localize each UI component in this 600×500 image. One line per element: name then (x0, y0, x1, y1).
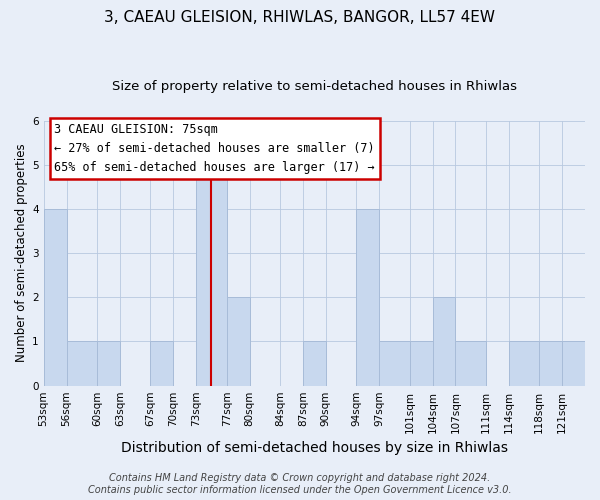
Bar (379, 342, 410, 386)
Bar (227, 298, 250, 386)
Text: 3, CAEAU GLEISION, RHIWLAS, BANGOR, LL57 4EW: 3, CAEAU GLEISION, RHIWLAS, BANGOR, LL57… (104, 10, 496, 25)
Y-axis label: Number of semi-detached properties: Number of semi-detached properties (15, 144, 28, 362)
Bar (455, 342, 486, 386)
Bar (67, 342, 97, 386)
Bar (509, 342, 539, 386)
Bar (539, 342, 562, 386)
X-axis label: Distribution of semi-detached houses by size in Rhiwlas: Distribution of semi-detached houses by … (121, 441, 508, 455)
Title: Size of property relative to semi-detached houses in Rhiwlas: Size of property relative to semi-detach… (112, 80, 517, 93)
Bar (356, 209, 379, 386)
Bar (97, 342, 120, 386)
Bar (303, 342, 326, 386)
Bar (410, 342, 433, 386)
Bar (196, 164, 227, 386)
Bar (151, 342, 173, 386)
Bar (44, 209, 67, 386)
Text: 3 CAEAU GLEISION: 75sqm
← 27% of semi-detached houses are smaller (7)
65% of sem: 3 CAEAU GLEISION: 75sqm ← 27% of semi-de… (55, 123, 375, 174)
Bar (562, 342, 585, 386)
Text: Contains HM Land Registry data © Crown copyright and database right 2024.
Contai: Contains HM Land Registry data © Crown c… (88, 474, 512, 495)
Bar (433, 298, 455, 386)
